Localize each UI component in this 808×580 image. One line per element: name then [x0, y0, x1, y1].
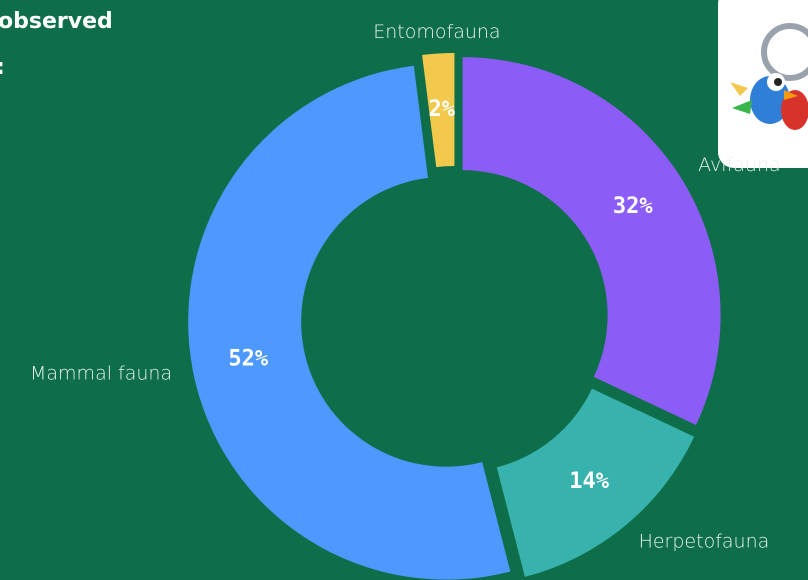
- value-label: 32%: [613, 194, 653, 219]
- value-label: 52%: [228, 346, 268, 371]
- category-label: Herpetofauna: [639, 530, 770, 552]
- chart-title: observed: [0, 9, 113, 34]
- category-label: Mammal fauna: [30, 362, 172, 384]
- image-card: [718, 0, 808, 168]
- value-label: 2%: [429, 97, 456, 122]
- page: observed : 32% Avifauna 14% Herpetofauna 52%…: [0, 0, 808, 580]
- value-label: 14%: [569, 469, 609, 494]
- chart-title: :: [0, 55, 5, 80]
- category-label: Entomofauna: [373, 21, 500, 43]
- category-label: Avifauna: [698, 154, 780, 176]
- chart: observed : 32% Avifauna 14% Herpetofauna 52%…: [0, 0, 808, 580]
